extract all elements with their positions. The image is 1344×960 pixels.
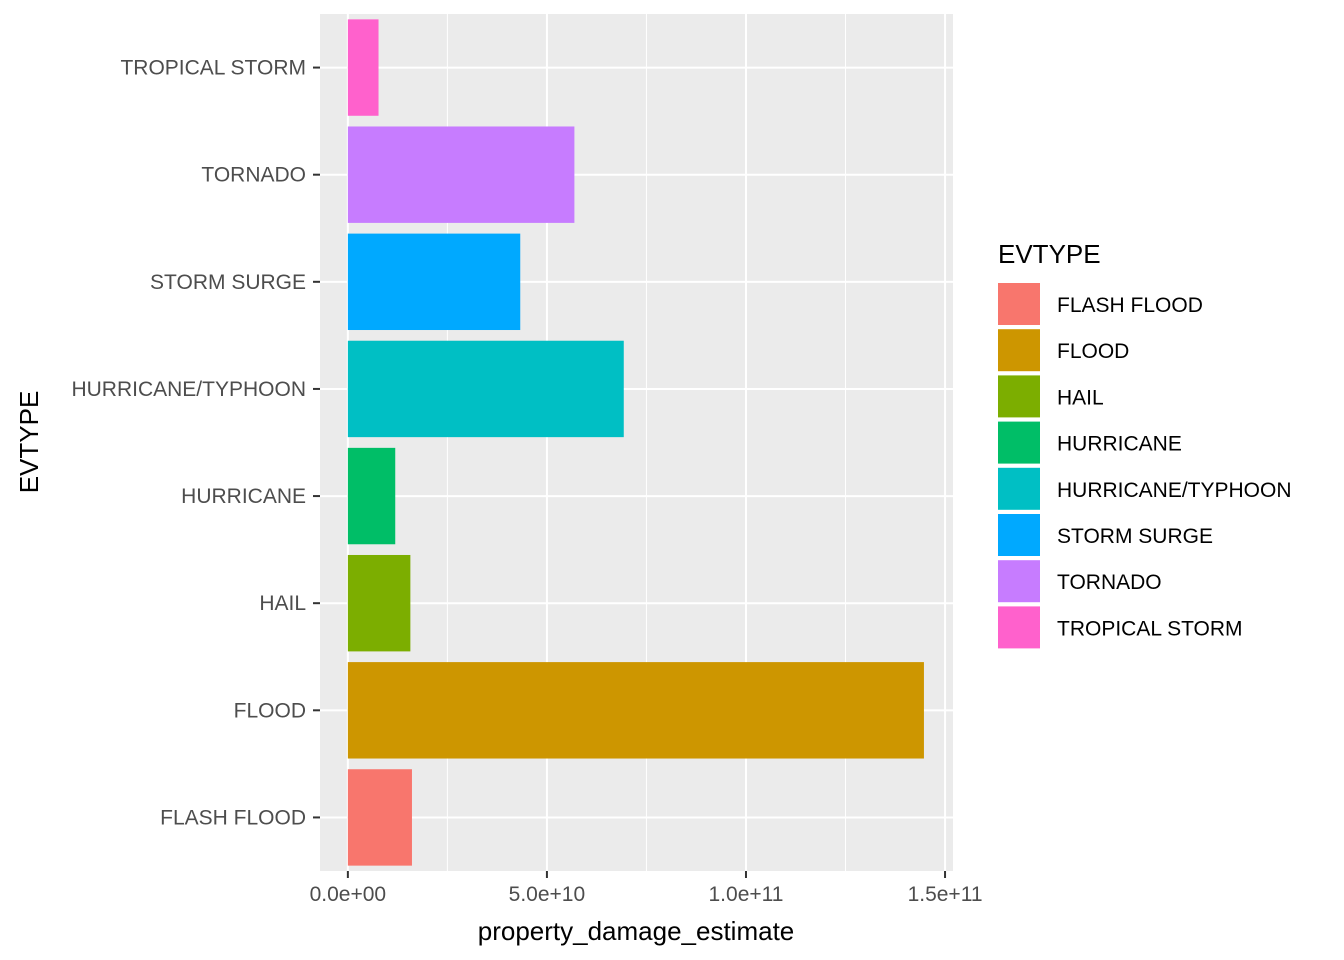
bars xyxy=(347,19,924,866)
legend: EVTYPE FLASH FLOOD FLOOD HAIL HURRICANE HURR… xyxy=(998,239,1292,649)
y-tick-label: TROPICAL STORM xyxy=(120,57,306,80)
bar-tornado xyxy=(347,126,575,223)
x-tick-label: 0.0e+00 xyxy=(310,883,387,906)
legend-key xyxy=(998,606,1040,649)
bar-tropical-storm xyxy=(347,19,379,116)
legend-key xyxy=(998,375,1040,418)
y-tick-label: FLOOD xyxy=(234,699,306,722)
legend-label: STORM SURGE xyxy=(1057,525,1213,548)
legend-label: HAIL xyxy=(1057,386,1104,409)
y-tick-label: STORM SURGE xyxy=(150,271,306,294)
x-tick-label: 1.0e+11 xyxy=(709,883,784,906)
bar-hurricane xyxy=(347,447,396,545)
legend-items: FLASH FLOOD FLOOD HAIL HURRICANE HURRICANE/T… xyxy=(998,283,1292,649)
legend-label: HURRICANE xyxy=(1057,433,1182,456)
y-tick-label: HAIL xyxy=(259,592,306,615)
x-axis: 0.0e+00 5.0e+10 1.0e+11 1.5e+11 xyxy=(310,871,983,906)
legend-key xyxy=(998,329,1040,372)
x-axis-title: property_damage_estimate xyxy=(478,916,795,946)
legend-label: FLOOD xyxy=(1057,340,1129,363)
bar-storm-surge xyxy=(347,233,521,331)
y-axis: FLASH FLOOD FLOOD HAIL HURRICANE HURRICANE/T… xyxy=(71,57,320,829)
legend-key xyxy=(998,467,1040,510)
x-tick-label: 5.0e+10 xyxy=(509,883,586,906)
bar-flash-flood xyxy=(347,769,412,866)
bar-flood xyxy=(347,662,924,759)
y-axis-title: EVTYPE xyxy=(14,391,44,494)
legend-label: TORNADO xyxy=(1057,571,1162,594)
legend-title: EVTYPE xyxy=(998,239,1101,269)
x-tick-label: 1.5e+11 xyxy=(908,883,983,906)
legend-label: FLASH FLOOD xyxy=(1057,294,1203,317)
legend-key xyxy=(998,514,1040,556)
bar-hail xyxy=(347,554,411,652)
y-tick-label: HURRICANE/TYPHOON xyxy=(71,378,306,401)
legend-key xyxy=(998,560,1040,603)
legend-label: TROPICAL STORM xyxy=(1057,617,1243,640)
legend-key xyxy=(998,283,1040,325)
legend-label: HURRICANE/TYPHOON xyxy=(1057,479,1292,502)
y-tick-label: HURRICANE xyxy=(181,485,306,508)
legend-key xyxy=(998,421,1040,464)
y-tick-label: FLASH FLOOD xyxy=(160,806,306,829)
y-tick-label: TORNADO xyxy=(201,164,306,187)
bar-hurricane-typhoon xyxy=(347,340,624,438)
